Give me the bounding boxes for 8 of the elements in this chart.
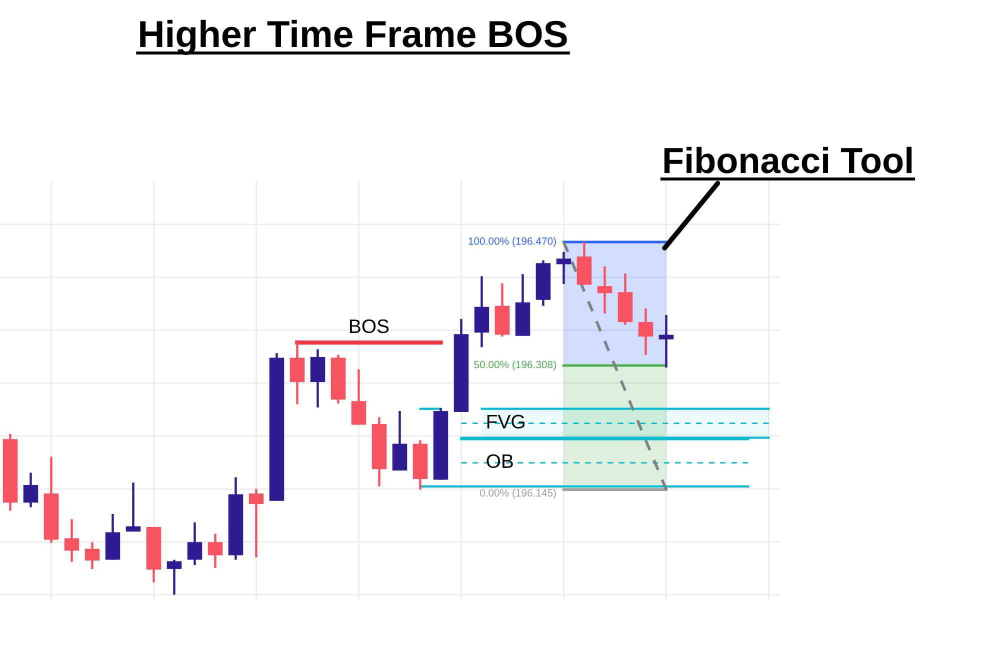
series-label: 100.00% (196.470) bbox=[468, 237, 556, 247]
text: Fibonacci Tool bbox=[664, 146, 912, 174]
series-label: 50.00% (196.308) bbox=[474, 360, 556, 370]
series-label: FVG bbox=[487, 414, 524, 429]
series-label: BOS bbox=[350, 319, 389, 334]
chart-title: Higher Time Frame BOS bbox=[140, 20, 567, 55]
series-label: 0.00% (196.145) bbox=[480, 488, 556, 499]
series-label: OB bbox=[486, 454, 513, 468]
